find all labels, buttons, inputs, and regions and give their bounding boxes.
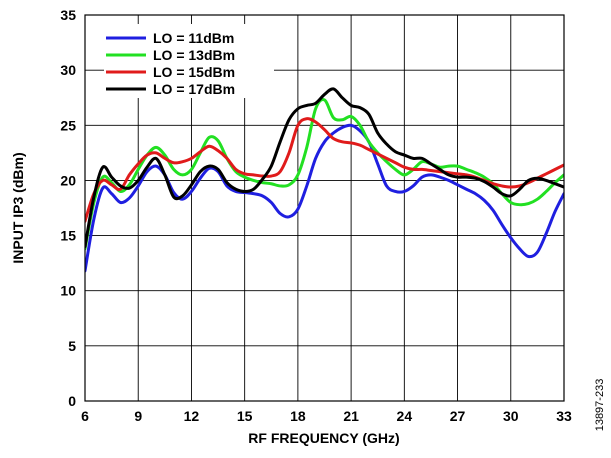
y-tick-label: 10 [60, 283, 76, 299]
y-tick-label: 30 [60, 62, 76, 78]
legend-label: LO = 15dBm [153, 64, 235, 80]
x-tick-label: 30 [503, 408, 519, 424]
y-tick-label: 0 [68, 393, 76, 409]
figure-id: 13897-233 [594, 379, 606, 432]
legend-label: LO = 17dBm [153, 81, 235, 97]
x-tick-label: 15 [237, 408, 253, 424]
y-tick-label: 5 [68, 338, 76, 354]
legend-label: LO = 11dBm [153, 30, 234, 46]
x-tick-label: 33 [556, 408, 572, 424]
y-tick-label: 25 [60, 117, 76, 133]
y-tick-label: 15 [60, 228, 76, 244]
x-tick-label: 12 [184, 408, 200, 424]
x-tick-label: 24 [397, 408, 413, 424]
x-tick-labels: 6 9 12 15 18 21 24 27 30 33 [81, 408, 572, 424]
legend-label: LO = 13dBm [153, 47, 235, 63]
series-line [85, 87, 564, 249]
plot-frame [84, 14, 565, 402]
x-tick-label: 21 [343, 408, 359, 424]
y-tick-labels: 0 5 10 15 20 25 30 35 [60, 7, 76, 409]
legend-box [104, 24, 274, 98]
x-tick-label: 27 [450, 408, 466, 424]
x-tick-label: 6 [81, 408, 89, 424]
y-axis-title: INPUT IP3 (dBm) [10, 152, 26, 263]
x-tick-label: 18 [290, 408, 306, 424]
y-tick-label: 20 [60, 172, 76, 188]
x-tick-label: 9 [134, 408, 142, 424]
series-lines [85, 87, 564, 273]
series-line [85, 117, 564, 223]
y-tick-label: 35 [60, 7, 76, 23]
x-axis-title: RF FREQUENCY (GHz) [248, 430, 399, 446]
series-line [85, 98, 564, 251]
